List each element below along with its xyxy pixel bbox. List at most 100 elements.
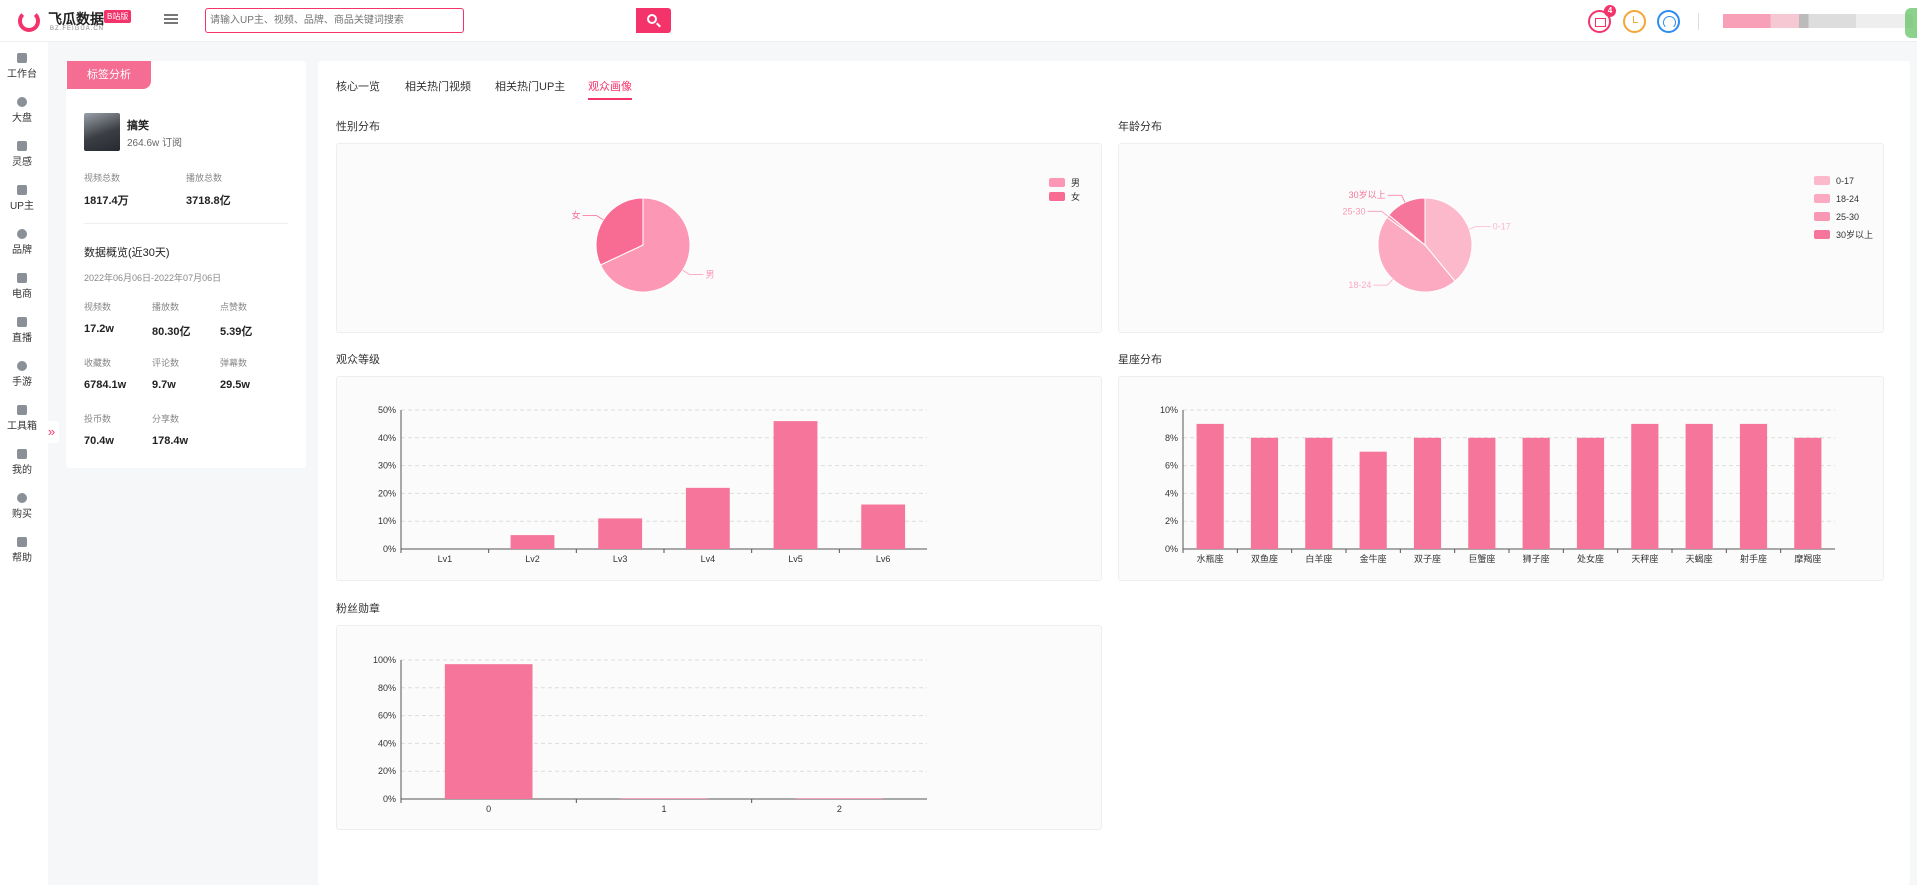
logo[interactable]: 飞瓜数据 B站版 BZ.FEIGUA.CN <box>18 8 168 36</box>
menu-icon[interactable] <box>164 12 178 26</box>
x-tick-label: 0 <box>486 804 491 814</box>
top-bar: 飞瓜数据 B站版 BZ.FEIGUA.CN 4 <box>0 0 1917 42</box>
medal-chart-panel: 0% 20% 40% 60% 80% 100% 0 1 2 <box>336 625 1102 830</box>
y-tick-label: 10% <box>1160 405 1178 415</box>
sidebar-item-7[interactable]: 手游 <box>0 352 44 392</box>
sidebar-item-label: 购买 <box>12 509 32 520</box>
mail-icon[interactable] <box>1588 10 1611 33</box>
gamepad-icon <box>17 361 27 371</box>
legend-label: 男 <box>1071 178 1080 188</box>
diamond-icon <box>17 229 27 239</box>
x-tick-label: 射手座 <box>1740 553 1767 564</box>
stat-value: 5.39亿 <box>220 326 253 338</box>
x-tick-label: 摩羯座 <box>1794 553 1821 564</box>
stat-value: 70.4w <box>84 435 114 447</box>
stat-label: 收藏数 <box>84 358 112 368</box>
legend-label: 0-17 <box>1836 176 1854 186</box>
sidebar-item-label: 帮助 <box>12 553 32 564</box>
pie-leader-line <box>582 215 604 221</box>
legend-label: 25-30 <box>1836 212 1859 222</box>
y-tick-label: 40% <box>378 738 396 748</box>
y-tick-label: 4% <box>1165 488 1178 498</box>
bar <box>1739 423 1768 549</box>
legend-swatch <box>1814 194 1830 203</box>
y-tick-label: 20% <box>378 766 396 776</box>
sidebar-item-11[interactable]: 帮助 <box>0 528 44 568</box>
x-tick-label: Lv1 <box>438 554 453 564</box>
home-icon <box>17 53 27 63</box>
header-divider <box>1698 13 1699 30</box>
tab-hot-up[interactable]: 相关热门UP主 <box>495 81 566 93</box>
sidebar-item-9[interactable]: 我的 <box>0 440 44 480</box>
profile-card: 标签分析 搞笑 264.6w 订阅 视频总数 1817.4万 播放总数 3718… <box>66 61 306 468</box>
y-tick-label: 0% <box>383 794 396 804</box>
pie-leader-line <box>1373 278 1394 286</box>
pie-leader-line <box>1387 194 1406 203</box>
tab-audience-profile[interactable]: 观众画像 <box>588 78 632 100</box>
sidebar-item-0[interactable]: 工作台 <box>0 44 44 84</box>
sidebar-item-4[interactable]: 品牌 <box>0 220 44 260</box>
search-button[interactable] <box>636 8 671 33</box>
sidebar-item-label: 品牌 <box>12 245 32 256</box>
user-account[interactable] <box>1723 14 1913 28</box>
stat-label: 播放数 <box>152 302 180 312</box>
sidebar-item-8[interactable]: 工具箱 <box>0 396 44 436</box>
stat-value: 178.4w <box>152 435 189 447</box>
bar <box>1685 423 1713 549</box>
search-icon <box>17 185 27 195</box>
legend-swatch <box>1814 176 1830 185</box>
legend-swatch <box>1814 230 1830 239</box>
pie-leader-line <box>682 269 704 275</box>
sidebar-item-1[interactable]: 大盘 <box>0 88 44 128</box>
level-chart-panel: 0% 10% 20% 30% 40% 50% Lv1 Lv2 Lv3 Lv4 Lv5 Lv6 <box>336 376 1102 581</box>
overview-date-range: 2022年06月06日-2022年07月06日 <box>84 273 222 283</box>
pie-slice <box>1388 197 1426 247</box>
level-section-title: 观众等级 <box>336 354 380 366</box>
divider <box>84 223 288 224</box>
stat-value: 6784.1w <box>84 379 127 391</box>
cart-icon <box>17 273 27 283</box>
bar <box>1359 451 1387 549</box>
tag-analysis-tab[interactable]: 标签分析 <box>67 61 151 89</box>
age-chart-panel: 0-17 18-24 25-30 30岁以上 0-17 18-24 25-30 30岁以上 <box>1118 143 1884 333</box>
legend-label: 女 <box>1071 191 1080 202</box>
collapse-toggle[interactable]: » <box>44 421 59 443</box>
sidebar-item-6[interactable]: 直播 <box>0 308 44 348</box>
pie-label: 女 <box>572 210 581 221</box>
clock-icon[interactable] <box>1623 10 1646 33</box>
legend-swatch <box>1049 192 1065 201</box>
customer-service-icon[interactable] <box>1657 10 1680 33</box>
tab-core-overview[interactable]: 核心一览 <box>336 81 380 93</box>
tab-hot-videos[interactable]: 相关热门视频 <box>405 81 471 93</box>
sidebar-item-10[interactable]: 购买 <box>0 484 44 524</box>
sidebar-item-3[interactable]: UP主 <box>0 176 44 216</box>
search-bar <box>205 8 671 33</box>
pie-label: 18-24 <box>1348 280 1371 290</box>
sidebar-item-label: 灵感 <box>12 157 32 168</box>
medal-section-title: 粉丝勋章 <box>336 603 380 615</box>
main-panel: 核心一览 相关热门视频 相关热门UP主 观众画像 性别分布 年龄分布 观众等级 … <box>318 61 1910 885</box>
y-tick-label: 80% <box>378 683 396 693</box>
side-widget-tab[interactable] <box>1905 8 1917 38</box>
sidebar-item-5[interactable]: 电商 <box>0 264 44 304</box>
sidebar-item-2[interactable]: 灵感 <box>0 132 44 172</box>
age-pie-chart: 0-17 18-24 25-30 30岁以上 0-17 18-24 25-30 30岁以上 <box>1343 176 1873 293</box>
bar <box>1413 437 1442 549</box>
bar <box>1250 437 1279 549</box>
x-tick-label: Lv4 <box>701 554 716 564</box>
pie-label: 30岁以上 <box>1349 189 1386 200</box>
search-input[interactable] <box>210 12 430 29</box>
y-tick-label: 8% <box>1165 433 1178 443</box>
stat-label: 分享数 <box>152 414 180 424</box>
bulb-icon <box>17 141 27 151</box>
y-tick-label: 20% <box>378 488 396 498</box>
x-tick-label: 巨蟹座 <box>1468 553 1495 564</box>
x-tick-label: 双子座 <box>1414 553 1441 564</box>
bar <box>1794 437 1822 549</box>
sidebar-item-label: UP主 <box>10 201 34 212</box>
sidebar-item-label: 电商 <box>12 289 32 300</box>
y-tick-label: 50% <box>378 405 396 415</box>
gender-section-title: 性别分布 <box>336 121 380 133</box>
tv-icon <box>17 317 27 327</box>
stat-value: 3718.8亿 <box>186 195 231 207</box>
